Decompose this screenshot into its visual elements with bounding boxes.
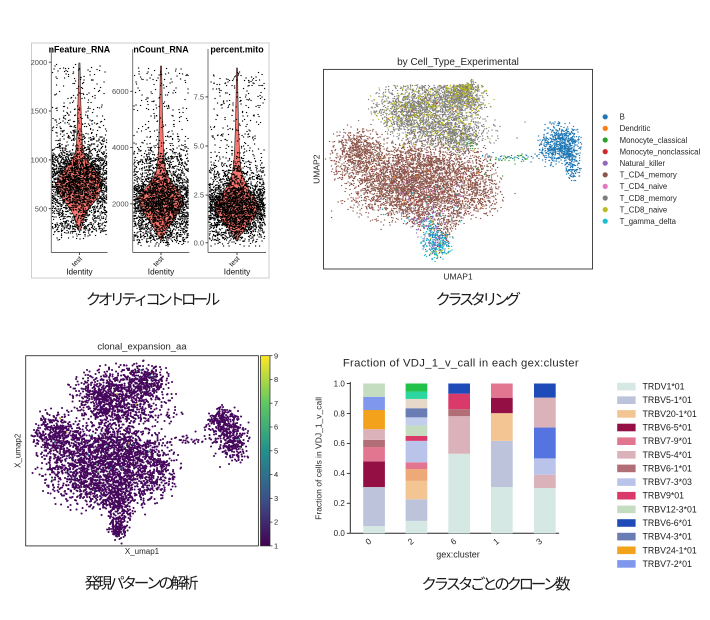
svg-text:nCount_RNA: nCount_RNA bbox=[133, 45, 189, 55]
svg-text:TRBV6-6*01: TRBV6-6*01 bbox=[643, 518, 692, 528]
svg-text:Fraction of cells in VDJ_1_v_c: Fraction of cells in VDJ_1_v_call bbox=[314, 397, 324, 520]
svg-text:Monocyte_nonclassical: Monocyte_nonclassical bbox=[620, 147, 701, 156]
svg-text:7: 7 bbox=[274, 399, 278, 408]
svg-text:T_gamma_delta: T_gamma_delta bbox=[620, 217, 677, 226]
svg-text:0.4: 0.4 bbox=[334, 469, 346, 478]
svg-text:1: 1 bbox=[274, 542, 278, 551]
svg-text:TRBV4-3*01: TRBV4-3*01 bbox=[643, 532, 692, 542]
svg-text:Identity: Identity bbox=[224, 268, 251, 277]
svg-text:Identity: Identity bbox=[66, 268, 93, 277]
svg-text:6000: 6000 bbox=[112, 87, 129, 96]
svg-text:TRBV5-4*01: TRBV5-4*01 bbox=[643, 450, 692, 460]
svg-text:TRBV6-1*01: TRBV6-1*01 bbox=[643, 463, 692, 473]
svg-text:TRBV7-3*03: TRBV7-3*03 bbox=[643, 477, 692, 487]
svg-text:TRBV24-1*01: TRBV24-1*01 bbox=[643, 545, 697, 555]
svg-text:3: 3 bbox=[274, 494, 278, 503]
svg-text:Monocyte_classical: Monocyte_classical bbox=[620, 136, 688, 145]
svg-text:5: 5 bbox=[274, 446, 278, 455]
svg-text:TRDV1*01: TRDV1*01 bbox=[643, 382, 685, 392]
svg-text:0.8: 0.8 bbox=[334, 409, 346, 418]
svg-text:1.0: 1.0 bbox=[334, 379, 346, 388]
svg-text:percent.mito: percent.mito bbox=[210, 45, 264, 55]
svg-text:8: 8 bbox=[274, 375, 278, 384]
svg-text:1000: 1000 bbox=[31, 156, 48, 165]
svg-text:TRBV20-1*01: TRBV20-1*01 bbox=[643, 409, 697, 419]
svg-text:Identity: Identity bbox=[148, 268, 175, 277]
svg-text:X_umap2: X_umap2 bbox=[14, 433, 23, 468]
svg-text:TRBV9*01: TRBV9*01 bbox=[643, 491, 685, 501]
svg-text:T_CD4_memory: T_CD4_memory bbox=[620, 171, 677, 180]
svg-text:6: 6 bbox=[448, 536, 458, 547]
svg-text:gex:cluster: gex:cluster bbox=[436, 550, 480, 560]
svg-text:2: 2 bbox=[406, 536, 416, 547]
svg-text:UMAP2: UMAP2 bbox=[312, 154, 322, 184]
svg-text:T_CD4_naive: T_CD4_naive bbox=[620, 182, 668, 191]
svg-text:TRBV7-9*01: TRBV7-9*01 bbox=[643, 436, 692, 446]
svg-text:B: B bbox=[620, 113, 625, 122]
svg-text:2000: 2000 bbox=[31, 58, 48, 67]
svg-text:2000: 2000 bbox=[112, 199, 129, 208]
svg-text:5.0: 5.0 bbox=[194, 142, 204, 151]
svg-text:7.5: 7.5 bbox=[194, 93, 204, 102]
svg-text:1: 1 bbox=[491, 536, 501, 547]
svg-text:1500: 1500 bbox=[31, 107, 48, 116]
svg-text:clonal_expansion_aa: clonal_expansion_aa bbox=[97, 342, 187, 353]
svg-text:Natural_killer: Natural_killer bbox=[620, 159, 666, 168]
svg-text:by Cell_Type_Experimental: by Cell_Type_Experimental bbox=[397, 57, 519, 68]
svg-text:6: 6 bbox=[274, 423, 278, 432]
svg-text:UMAP1: UMAP1 bbox=[443, 272, 473, 282]
svg-text:2: 2 bbox=[274, 518, 278, 527]
svg-text:0.6: 0.6 bbox=[334, 439, 346, 448]
svg-text:3: 3 bbox=[534, 536, 544, 547]
svg-text:T_CD8_memory: T_CD8_memory bbox=[620, 194, 677, 203]
svg-text:nFeature_RNA: nFeature_RNA bbox=[49, 45, 111, 55]
svg-text:0.0: 0.0 bbox=[334, 529, 346, 538]
svg-text:X_umap1: X_umap1 bbox=[125, 547, 160, 556]
svg-text:9: 9 bbox=[274, 351, 278, 360]
svg-text:T_CD8_naive: T_CD8_naive bbox=[620, 205, 668, 214]
svg-text:TRBV6-5*01: TRBV6-5*01 bbox=[643, 423, 692, 433]
svg-text:TRBV7-2*01: TRBV7-2*01 bbox=[643, 559, 692, 569]
svg-text:500: 500 bbox=[35, 204, 48, 213]
svg-text:0.2: 0.2 bbox=[334, 499, 346, 508]
svg-text:TRBV5-1*01: TRBV5-1*01 bbox=[643, 395, 692, 405]
svg-text:0: 0 bbox=[363, 536, 373, 547]
svg-text:4: 4 bbox=[274, 470, 278, 479]
svg-text:TRBV12-3*01: TRBV12-3*01 bbox=[643, 504, 697, 514]
svg-text:0.0: 0.0 bbox=[194, 238, 204, 247]
svg-text:2.5: 2.5 bbox=[194, 191, 204, 200]
svg-text:4000: 4000 bbox=[112, 143, 129, 152]
svg-text:Dendritic: Dendritic bbox=[620, 124, 651, 133]
svg-text:Fraction of VDJ_1_v_call in ea: Fraction of VDJ_1_v_call in each gex:clu… bbox=[343, 358, 579, 370]
